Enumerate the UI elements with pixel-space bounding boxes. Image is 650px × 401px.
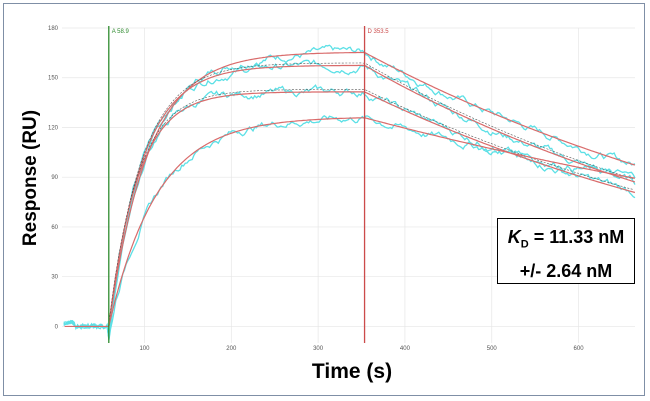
x-tick-label: 500 (487, 346, 498, 352)
y-tick-label: 120 (48, 125, 59, 131)
kd-annotation-box: KD = 11.33 nM +/- 2.64 nM (497, 218, 635, 284)
fit-overlay-trace (108, 62, 634, 324)
raw-trace (63, 84, 636, 338)
y-axis-label: Response (RU) (20, 110, 41, 246)
x-tick-label: 600 (574, 346, 585, 352)
kd-value-line: KD = 11.33 nM (498, 224, 634, 258)
kd-symbol: K (507, 227, 521, 247)
x-tick-label: 100 (139, 346, 150, 352)
fit-curves-series (64, 51, 636, 328)
fit-curve (108, 91, 636, 327)
y-tick-label: 90 (51, 175, 58, 181)
x-tick-label: 200 (226, 346, 237, 352)
fit-overlay-trace (108, 89, 634, 324)
y-tick-label: 30 (51, 275, 58, 281)
x-tick-label: 300 (313, 346, 324, 352)
raw-trace (63, 44, 636, 339)
kd-error: +/- 2.64 nM (519, 260, 613, 281)
event-marker-label: D 353.5 (368, 29, 390, 35)
x-axis-label: Time (s) (312, 360, 392, 383)
y-tick-label: 0 (55, 324, 59, 330)
event-markers: A 58.9 D 353.5 (108, 26, 390, 343)
y-tick-label: 180 (48, 26, 59, 32)
raw-trace (63, 59, 636, 339)
kd-subscript: D (520, 238, 529, 251)
y-tick-label: 150 (48, 76, 59, 82)
event-marker-label: A 58.9 (112, 29, 130, 35)
grid-lines (62, 27, 635, 343)
fit-curve (108, 117, 636, 327)
x-tick-label: 400 (400, 346, 411, 352)
kd-value: = 11.33 nM (528, 227, 625, 247)
fit-curve (108, 64, 636, 327)
axis-ticks: 0 30 60 90 120 150 180 100 200 300 400 500 600 (48, 26, 584, 352)
fit-curve (108, 51, 636, 327)
y-tick-label: 60 (51, 225, 58, 231)
